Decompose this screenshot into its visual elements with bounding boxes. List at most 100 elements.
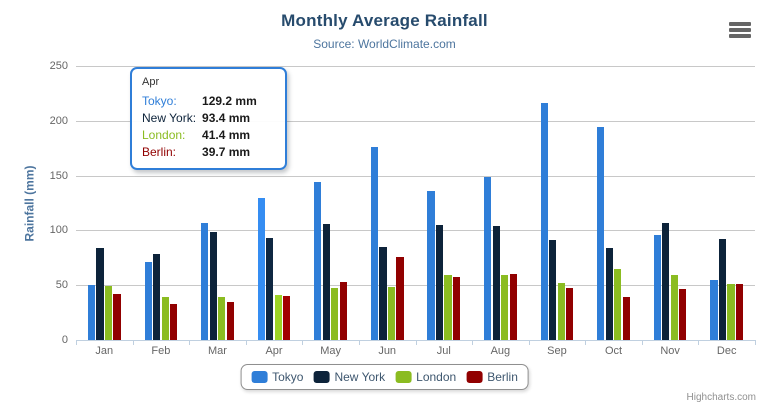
bar-london-jul[interactable] <box>444 275 452 340</box>
bar-tokyo-dec[interactable] <box>710 280 718 340</box>
hamburger-icon <box>729 22 751 38</box>
bar-london-jan[interactable] <box>104 286 113 340</box>
bar-berlin-feb[interactable] <box>170 303 178 340</box>
bar-berlin-jan[interactable] <box>113 293 121 340</box>
legend-label: Tokyo <box>272 370 304 384</box>
bar-tokyo-jan[interactable] <box>87 285 96 340</box>
x-axis-label-nov: Nov <box>660 345 680 357</box>
gridline-250 <box>76 66 755 67</box>
bar-london-sep[interactable] <box>557 282 565 340</box>
bar-new-york-dec[interactable] <box>718 238 727 340</box>
export-menu-button[interactable] <box>727 19 753 41</box>
bar-tokyo-jul[interactable] <box>427 191 435 340</box>
tooltip-series-label: London: <box>142 128 186 142</box>
bar-london-dec[interactable] <box>727 283 735 340</box>
x-axis-label-sep: Sep <box>547 345 567 357</box>
bar-london-mar[interactable] <box>218 296 226 340</box>
bar-berlin-jul[interactable] <box>452 277 461 340</box>
bar-new-york-aug[interactable] <box>492 225 500 340</box>
x-axis-label-jun: Jun <box>378 345 397 357</box>
x-axis-tick <box>132 340 134 345</box>
legend-item-tokyo[interactable]: Tokyo <box>251 370 303 384</box>
bar-london-aug[interactable] <box>501 274 509 340</box>
bar-berlin-dec[interactable] <box>735 283 744 340</box>
bar-new-york-feb[interactable] <box>153 253 161 340</box>
tooltip-row-berlin: Berlin: 39.7 mm <box>142 144 275 161</box>
y-axis-label: 50 <box>55 279 68 292</box>
bar-new-york-may[interactable] <box>322 223 330 340</box>
tooltip-header: Apr <box>142 76 160 88</box>
bar-berlin-jun[interactable] <box>396 257 404 340</box>
x-axis-tick <box>358 340 360 345</box>
bar-tokyo-oct[interactable] <box>597 127 605 340</box>
bar-new-york-jan[interactable] <box>96 248 104 340</box>
bar-new-york-jun[interactable] <box>379 247 387 340</box>
y-axis-title: Rainfall (mm) <box>22 165 37 242</box>
bar-london-jun[interactable] <box>387 287 396 340</box>
bar-london-feb[interactable] <box>161 297 169 340</box>
bar-tokyo-apr[interactable] <box>257 198 265 340</box>
tooltip: Apr Tokyo: 129.2 mm New York: 93.4 mm London… <box>130 67 287 170</box>
bar-berlin-apr[interactable] <box>283 296 291 340</box>
bar-tokyo-mar[interactable] <box>201 223 209 340</box>
legend-label: London <box>416 370 457 384</box>
y-axis-label: 150 <box>49 169 68 182</box>
legend-symbol-london <box>395 371 412 383</box>
legend-label: Berlin <box>487 370 518 384</box>
x-axis-label-oct: Oct <box>604 345 623 357</box>
x-axis-label-dec: Dec <box>716 345 737 357</box>
gridline-50 <box>76 285 755 287</box>
bar-new-york-jul[interactable] <box>435 224 444 340</box>
x-axis-label-mar: Mar <box>207 345 227 357</box>
bar-tokyo-feb[interactable] <box>144 261 152 340</box>
y-axis-label: 250 <box>49 60 68 72</box>
bar-tokyo-nov[interactable] <box>653 235 661 340</box>
bar-new-york-oct[interactable] <box>605 248 613 340</box>
x-axis-tick <box>302 340 304 345</box>
bar-berlin-oct[interactable] <box>622 297 630 340</box>
bar-london-may[interactable] <box>331 288 339 340</box>
x-axis-tick <box>585 340 587 345</box>
legend-symbol-new-york <box>313 371 330 383</box>
tooltip-series-value: 41.4 mm <box>202 128 251 142</box>
bar-london-apr[interactable] <box>274 294 282 340</box>
x-axis-tick <box>472 340 474 345</box>
chart-subtitle: Source: WorldClimate.com <box>313 37 456 51</box>
bar-new-york-nov[interactable] <box>662 223 670 340</box>
tooltip-row-london: London: 41.4 mm <box>142 127 275 144</box>
x-axis-tick <box>698 340 700 345</box>
tooltip-series-value: 93.4 mm <box>202 111 251 125</box>
x-axis-label-feb: Feb <box>151 345 171 357</box>
credits-link[interactable]: Highcharts.com <box>686 392 756 403</box>
bar-berlin-mar[interactable] <box>226 302 234 340</box>
bar-berlin-nov[interactable] <box>679 288 687 340</box>
x-axis-tick <box>76 340 77 345</box>
bar-new-york-apr[interactable] <box>266 237 274 340</box>
y-axis-label: 0 <box>61 334 68 346</box>
bar-tokyo-aug[interactable] <box>484 177 492 340</box>
legend-item-berlin[interactable]: Berlin <box>466 370 518 384</box>
x-axis-tick <box>641 340 643 345</box>
bar-tokyo-jun[interactable] <box>370 147 379 340</box>
legend-item-london[interactable]: London <box>395 370 456 384</box>
x-axis-tick <box>755 340 756 345</box>
tooltip-series-value: 39.7 mm <box>202 145 251 159</box>
legend-item-new-york[interactable]: New York <box>313 370 385 384</box>
x-axis-tick <box>415 340 417 345</box>
bar-berlin-may[interactable] <box>339 282 347 340</box>
gridline-150 <box>76 175 755 177</box>
chart-title: Monthly Average Rainfall <box>281 11 488 30</box>
bar-new-york-sep[interactable] <box>549 240 557 340</box>
tooltip-row-tokyo: Tokyo: 129.2 mm <box>142 93 275 110</box>
bar-new-york-mar[interactable] <box>209 232 217 340</box>
bar-tokyo-may[interactable] <box>314 182 322 340</box>
legend-symbol-berlin <box>466 371 483 383</box>
bar-berlin-sep[interactable] <box>566 287 574 340</box>
legend-label: New York <box>334 370 386 384</box>
bar-london-nov[interactable] <box>670 275 678 340</box>
bar-tokyo-sep[interactable] <box>540 102 548 340</box>
x-axis-tick <box>245 340 247 345</box>
gridline-100 <box>76 230 755 232</box>
bar-berlin-aug[interactable] <box>509 273 517 340</box>
bar-london-oct[interactable] <box>614 268 622 340</box>
